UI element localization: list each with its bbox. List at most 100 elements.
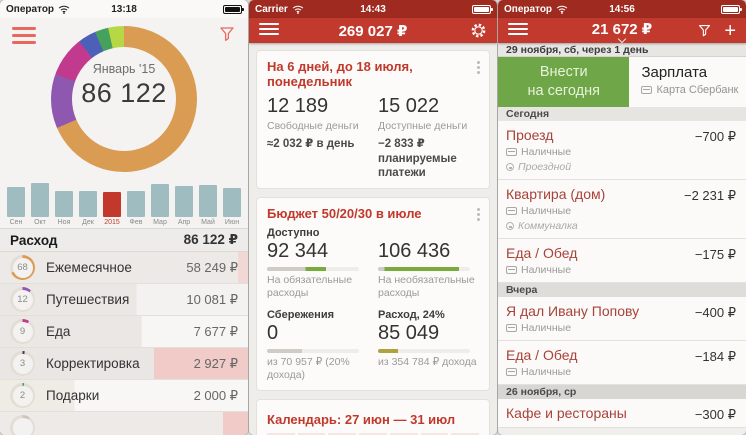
optional-progress xyxy=(378,267,470,272)
settings-gear-icon[interactable] xyxy=(470,22,487,39)
wifi-icon xyxy=(58,5,70,14)
category-amount: 58 249 ₽ xyxy=(186,259,238,275)
battery-icon xyxy=(472,4,493,14)
expense-row-partial xyxy=(0,412,248,435)
calendar-day-28[interactable]: 28 xyxy=(297,432,326,435)
filter-button[interactable] xyxy=(218,25,236,43)
month-bar-Ноя[interactable]: Ноя xyxy=(55,191,73,228)
calendar-day-2[interactable]: 2 xyxy=(420,432,449,435)
category-amount: 10 081 ₽ xyxy=(186,291,238,307)
overview-chart-area: Январь '15 86 122 Сен Окт Ноя Дек 2015 Фев Мар… xyxy=(0,18,248,228)
mandatory-value: 92 344 xyxy=(267,240,329,263)
calendar-day-30[interactable]: 30 xyxy=(359,432,387,435)
menu-button[interactable] xyxy=(12,27,36,48)
transaction-row[interactable]: Еда / Обед −184 ₽ Наличные xyxy=(498,341,746,385)
mandatory-label: На обязательные расходы xyxy=(267,274,353,300)
donut-chart[interactable] xyxy=(51,26,197,172)
screen-dashboard: Carrier 14:43 269 027 ₽ На 6 дней, до 18… xyxy=(249,0,497,435)
transaction-row[interactable]: Я дал Ивану Попову −400 ₽ Наличные xyxy=(498,297,746,341)
enter-today-button[interactable]: Внести на сегодня xyxy=(498,57,630,107)
calendar-title: Календарь: 27 июн — 31 июл xyxy=(267,411,456,427)
menu-button[interactable] xyxy=(508,23,528,38)
category-label: Ежемесячное xyxy=(46,260,132,275)
available-money-label: Доступные деньги xyxy=(378,120,468,132)
expense-header: Расход 86 122 ₽ xyxy=(0,228,248,252)
expense-row-adjustment[interactable]: 3 Корректировка 2 927 ₽ xyxy=(0,348,248,380)
month-bar-Май[interactable]: Май xyxy=(199,185,217,228)
section-today: Сегодня xyxy=(498,107,746,121)
category-ring: 9 xyxy=(10,319,35,344)
month-bar-Апр[interactable]: Апр xyxy=(175,186,193,228)
expense-row-travel[interactable]: 12 Путешествия 10 081 ₽ xyxy=(0,284,248,316)
card-menu-button[interactable] xyxy=(477,208,480,222)
category-ring xyxy=(10,415,35,435)
calendar-grid: 2728293012345678910 xyxy=(267,432,479,435)
status-bar: Оператор 14:56 xyxy=(498,0,746,18)
txn-amount: −184 ₽ xyxy=(694,349,736,364)
calendar-day-27[interactable]: 27 xyxy=(267,432,295,435)
optional-value: 106 436 xyxy=(378,240,451,263)
expense-row-food[interactable]: 9 Еда 7 677 ₽ xyxy=(0,316,248,348)
category-label: Корректировка xyxy=(46,356,140,371)
calendar-day-29[interactable]: 29 xyxy=(328,432,357,435)
screen-transactions: Оператор 14:56 21 672 ₽ + 29 ноября, сб,… xyxy=(498,0,746,435)
carrier-label: Carrier xyxy=(255,3,288,15)
wallet-icon xyxy=(506,148,517,156)
period-total: 86 122 xyxy=(81,78,167,108)
balance-title[interactable]: 269 027 ₽ xyxy=(338,22,408,40)
txn-title: Еда / Обед xyxy=(506,245,578,261)
forecast-card[interactable]: На 6 дней, до 18 июля, понедельник 12 18… xyxy=(256,50,490,190)
month-bar-Мар[interactable]: Мар xyxy=(151,184,169,228)
category-ring: 12 xyxy=(10,287,35,312)
battery-icon xyxy=(721,4,742,14)
menu-button[interactable] xyxy=(259,23,279,38)
month-bar-Фев[interactable]: Фев xyxy=(127,191,145,228)
upcoming-income[interactable]: Зарплата Карта Сбербанк xyxy=(629,57,746,107)
month-bar-Июн[interactable]: Июн xyxy=(223,188,241,228)
category-amount: 7 677 ₽ xyxy=(193,323,238,339)
transaction-row[interactable]: Кафе и рестораны −300 ₽ xyxy=(498,399,746,428)
transaction-row[interactable]: Проезд −700 ₽ Наличные Проездной xyxy=(498,121,746,180)
month-bar-2015[interactable]: 2015 xyxy=(103,192,121,228)
wifi-icon xyxy=(556,5,568,14)
spending-label: Расход, 24% xyxy=(378,308,445,321)
wallet-icon xyxy=(506,266,517,274)
calendar-card[interactable]: Календарь: 27 июн — 31 июл 2728293012345… xyxy=(256,398,490,435)
txn-amount: −300 ₽ xyxy=(694,407,736,422)
free-money-label: Свободные деньги xyxy=(267,120,359,132)
savings-label: Сбережения xyxy=(267,308,334,321)
expense-row-gifts[interactable]: 2 Подарки 2 000 ₽ xyxy=(0,380,248,412)
month-bar-Дек[interactable]: Дек xyxy=(79,191,97,228)
mandatory-progress xyxy=(267,267,359,272)
available-money-value: 15 022 xyxy=(378,95,440,117)
add-button[interactable]: + xyxy=(724,19,736,42)
calendar-day-1[interactable]: 1 xyxy=(389,432,418,435)
expense-row-monthly[interactable]: 68 Ежемесячное 58 249 ₽ xyxy=(0,252,248,284)
per-day-value: ≈2 032 ₽ в день xyxy=(267,138,355,151)
section-yesterday: Вчера xyxy=(498,283,746,297)
budget-card[interactable]: Бюджет 50/20/30 в июле Доступно 92 344 Н… xyxy=(256,197,490,391)
balance-dropdown[interactable]: 21 672 ₽ xyxy=(498,20,746,43)
wallet-icon xyxy=(506,368,517,376)
month-bar-Сен[interactable]: Сен xyxy=(7,187,25,228)
wallet-icon xyxy=(506,207,517,215)
transaction-row[interactable]: Квартира (дом) −2 231 ₽ Наличные Коммуна… xyxy=(498,180,746,239)
card-menu-button[interactable] xyxy=(477,61,480,74)
txn-title: Квартира (дом) xyxy=(506,186,606,202)
txn-amount: −2 231 ₽ xyxy=(683,188,736,203)
txn-title: Я дал Ивану Попову xyxy=(506,303,640,319)
filter-button[interactable] xyxy=(697,23,712,38)
transaction-row[interactable]: Еда / Обед −175 ₽ Наличные xyxy=(498,239,746,283)
calendar-day-3[interactable]: 3 xyxy=(451,432,479,435)
planned-payments: −2 833 ₽ планируемые платежи xyxy=(378,138,457,179)
battery-icon xyxy=(223,4,244,14)
tag-icon xyxy=(506,222,514,230)
txn-title: Еда / Обед xyxy=(506,347,578,363)
month-bar-Окт[interactable]: Окт xyxy=(31,183,49,228)
expense-header-label: Расход xyxy=(10,232,58,248)
income-title: Зарплата xyxy=(641,64,708,81)
bar-chart[interactable]: Сен Окт Ноя Дек 2015 Фев Мар Апр Май Июн xyxy=(7,178,241,228)
category-amount: 2 000 ₽ xyxy=(193,387,238,403)
category-label: Путешествия xyxy=(46,292,130,307)
